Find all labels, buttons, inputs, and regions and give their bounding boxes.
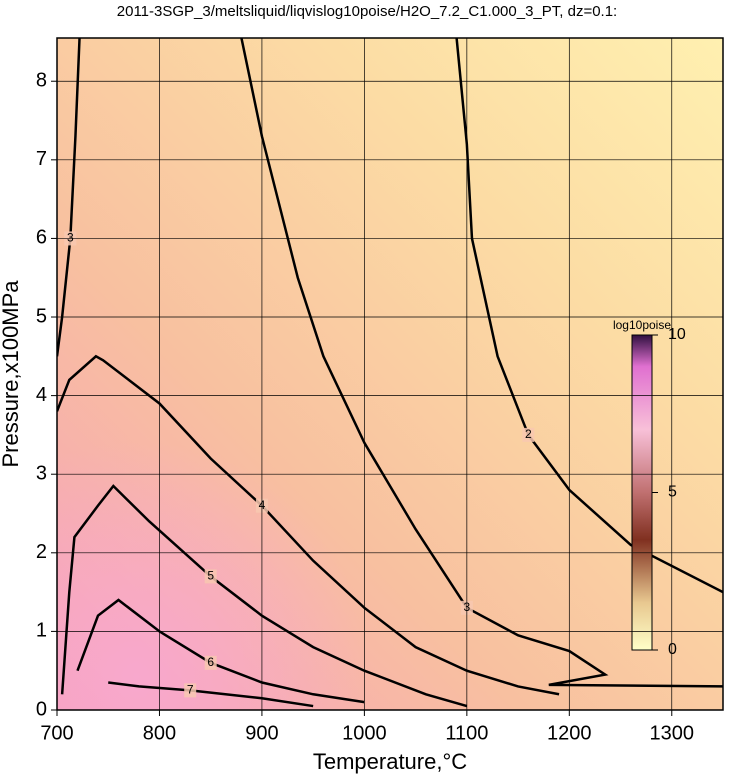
contour-label-bg <box>522 427 535 442</box>
y-axis-label: Pressure,x100MPa <box>0 280 23 468</box>
contour-line <box>76 598 365 704</box>
y-tick-label: 0 <box>36 698 47 720</box>
x-tick-label: 900 <box>245 722 278 744</box>
y-tick-label: 8 <box>36 70 47 92</box>
y-tick-label: 7 <box>36 148 47 170</box>
contour-line <box>240 38 723 688</box>
colorbar-label: log10poise <box>613 318 671 332</box>
x-tick-label: 1100 <box>445 722 488 744</box>
y-tick-label: 6 <box>36 227 47 249</box>
colorbar-tick-label: 0 <box>668 641 677 658</box>
chart-title: 2011-3SGP_3/meltsliquid/liqvislog10poise… <box>117 3 617 20</box>
y-tick-label: 2 <box>36 541 47 563</box>
contour-label: 6 <box>207 655 214 669</box>
y-tick-label: 5 <box>36 305 47 327</box>
y-tick-label: 1 <box>36 620 47 642</box>
contour-label-bg <box>184 683 197 698</box>
field-highlight <box>57 38 723 710</box>
x-axis-label: Temperature,°C <box>313 749 467 774</box>
contour-label-bg <box>204 655 217 670</box>
colorbar <box>631 334 653 651</box>
x-tick-label: 800 <box>143 722 176 744</box>
contour-label-bg <box>204 569 217 584</box>
contour-label: 3 <box>67 231 74 245</box>
contour-label: 7 <box>187 683 194 697</box>
x-tick-label: 1000 <box>342 722 387 744</box>
colorbar-tick-label: 5 <box>668 484 677 501</box>
colorbar-tick-label: 10 <box>668 326 686 343</box>
y-tick-label: 3 <box>36 462 47 484</box>
x-tick-label: 1300 <box>650 722 695 744</box>
x-tick-label: 1200 <box>547 722 592 744</box>
contour-label: 5 <box>207 569 214 583</box>
y-tick-label: 4 <box>36 384 47 406</box>
x-tick-label: 700 <box>40 722 73 744</box>
contour-line <box>60 484 468 708</box>
contour-label: 2 <box>525 427 532 441</box>
